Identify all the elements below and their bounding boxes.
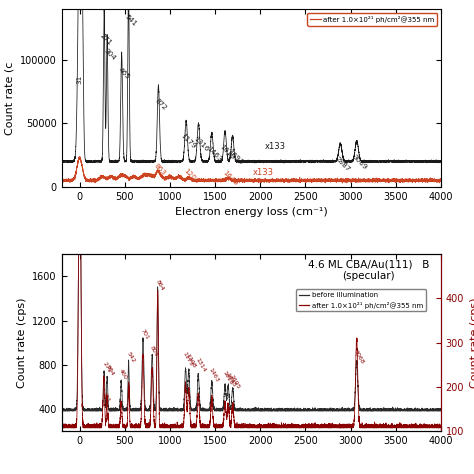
Text: 701: 701 — [140, 328, 150, 341]
Text: 304: 304 — [102, 47, 116, 61]
Y-axis label: Count rate (cps): Count rate (cps) — [470, 298, 474, 388]
Y-axis label: Count rate (c: Count rate (c — [4, 62, 14, 135]
Text: 3068: 3068 — [353, 349, 365, 365]
Text: 1179: 1179 — [180, 133, 197, 150]
Text: 1610: 1610 — [219, 143, 236, 160]
Text: 1645: 1645 — [222, 169, 239, 186]
Text: 31: 31 — [76, 74, 82, 84]
Text: 2887: 2887 — [334, 155, 351, 173]
Text: 1316: 1316 — [192, 136, 210, 153]
Text: 304: 304 — [104, 364, 114, 377]
Text: 1314: 1314 — [194, 356, 207, 373]
Text: 1610: 1610 — [221, 370, 233, 386]
Y-axis label: Count rate (cps): Count rate (cps) — [17, 298, 27, 388]
Text: x133: x133 — [265, 142, 286, 151]
Text: 1173: 1173 — [182, 351, 194, 367]
Text: 261: 261 — [100, 391, 110, 403]
Text: 271: 271 — [101, 361, 111, 374]
Text: 271: 271 — [99, 32, 113, 46]
Text: 872: 872 — [154, 98, 167, 112]
Text: 460: 460 — [118, 368, 128, 381]
Text: 1208: 1208 — [182, 168, 200, 185]
X-axis label: Electron energy loss (cm⁻¹): Electron energy loss (cm⁻¹) — [175, 207, 328, 217]
Legend: after 1.0×10²¹ ph/cm²@355 nm: after 1.0×10²¹ ph/cm²@355 nm — [307, 13, 438, 26]
Text: x133: x133 — [253, 168, 274, 177]
Legend: before illumination, after 1.0×10²¹ ph/cm²@355 nm: before illumination, after 1.0×10²¹ ph/c… — [296, 290, 426, 311]
Text: 541: 541 — [124, 13, 137, 27]
Text: 803: 803 — [149, 345, 159, 358]
Text: 1463: 1463 — [208, 366, 220, 383]
Text: 542: 542 — [126, 351, 136, 364]
Text: 1695: 1695 — [229, 374, 241, 391]
Text: 1208: 1208 — [185, 354, 197, 369]
Text: 3069: 3069 — [350, 153, 367, 171]
Text: 864: 864 — [155, 279, 165, 292]
Text: 863: 863 — [153, 163, 167, 176]
Text: 465: 465 — [117, 66, 131, 80]
Text: 1463: 1463 — [205, 146, 223, 163]
Text: 4.6 ML CBA/Au(111)   B
(specular): 4.6 ML CBA/Au(111) B (specular) — [308, 259, 429, 281]
Text: 1693: 1693 — [226, 148, 243, 165]
Text: 1645: 1645 — [224, 372, 237, 388]
